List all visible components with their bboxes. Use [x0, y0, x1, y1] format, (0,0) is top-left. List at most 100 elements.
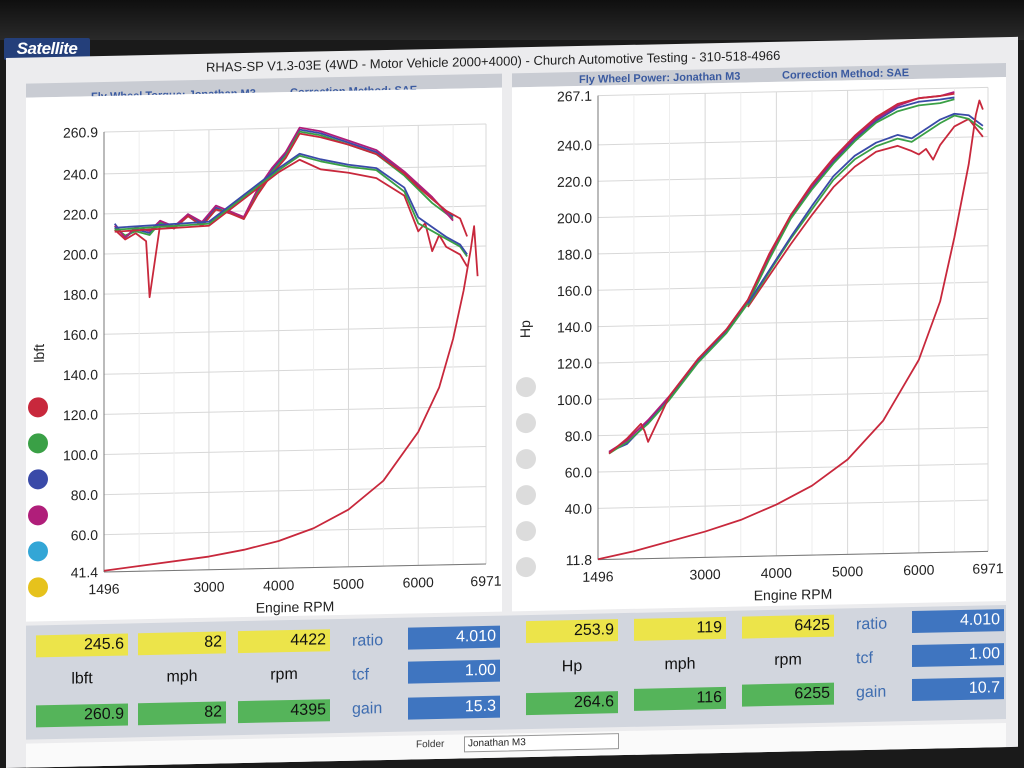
power-chart: 11.8 40.0 60.0 80.0 100.0 120.0 140.0 160.0 180.… [516, 86, 1004, 604]
right-gain-value: 10.7 [912, 677, 1004, 702]
chart0-legend-dot-0[interactable] [28, 397, 48, 418]
chart0-legend-dot-2[interactable] [28, 469, 48, 490]
chart0-ytick-label-6: 160.0 [63, 326, 98, 343]
right-peak-value-2: 119 [634, 616, 726, 641]
readout-panel: 245.6 82 4422 lbft mph rpm 260.9 82 4395… [26, 605, 1006, 740]
chart1-ytick-label-4: 100.0 [557, 391, 592, 408]
chart0-series-line-5 [114, 154, 468, 257]
chart0-hgrid-5 [104, 365, 486, 375]
folder-input[interactable]: Jonathan M3 [464, 733, 619, 753]
chart0-ytick-label-1: 60.0 [71, 527, 98, 544]
chart0-hgrid-4 [104, 405, 486, 415]
chart0-hgrid-6 [104, 325, 486, 335]
chart0-series-line-3 [114, 132, 468, 299]
chart0-ytick-label-8: 200.0 [63, 246, 98, 263]
chart0-legend-dot-3[interactable] [28, 505, 48, 526]
chart1-hgrid-10 [598, 172, 988, 182]
chart1-series-line-1 [608, 98, 955, 455]
chart1-ytick-label-9: 200.0 [557, 210, 592, 227]
chart0-x-axis [104, 563, 486, 573]
chart0-y-axis-label: lbft [31, 344, 47, 363]
right-peak-value-1: 253.9 [526, 619, 618, 644]
chart1-ytick-label-2: 60.0 [565, 464, 592, 481]
chart0-series-line-7 [103, 225, 479, 572]
left-gain-label: gain [352, 700, 383, 718]
right-tcf-value: 1.00 [912, 643, 1004, 668]
chart1-y-axis-label: Hp [517, 320, 533, 338]
monitor-bezel [0, 0, 1024, 40]
chart0-ytick-label-11: 260.9 [63, 124, 98, 141]
chart1-ytick-label-3: 80.0 [565, 428, 592, 445]
chart0-hgrid-7 [104, 285, 486, 295]
left-tcf-label: tcf [352, 666, 369, 684]
right-unit-1: Hp [561, 657, 583, 676]
left-value-1: 260.9 [36, 703, 128, 728]
chart1-x-axis [598, 550, 988, 561]
chart0-hgrid-3 [104, 445, 486, 455]
right-ratio-value: 4.010 [912, 609, 1004, 634]
chart1-x-axis-label: Engine RPM [754, 586, 833, 604]
left-tcf-value: 1.00 [408, 659, 500, 684]
chart1-hgrid-4 [598, 390, 988, 400]
chart0-ytick-label-2: 80.0 [71, 487, 98, 504]
chart0-xtick-label-4: 6000 [403, 574, 434, 591]
chart1-series-line-7 [597, 99, 984, 561]
chart0-ytick-label-7: 180.0 [63, 286, 98, 303]
chart0-hgrid-8 [104, 245, 486, 255]
chart1-legend-dot-2[interactable] [516, 449, 536, 470]
left-peak-value-3: 4422 [238, 629, 330, 654]
right-value-3: 6255 [742, 682, 834, 707]
left-peak-value-2: 82 [138, 631, 226, 656]
chart0-ytick-label-10: 240.0 [63, 166, 98, 183]
left-unit-3: rpm [270, 665, 298, 684]
brand-logo: Satellite [4, 38, 90, 60]
chart1-xtick-label-3: 5000 [832, 563, 863, 580]
chart1-legend-dot-4[interactable] [516, 521, 536, 542]
chart1-hgrid-6 [598, 317, 988, 328]
chart0-legend-dot-4[interactable] [28, 541, 48, 562]
chart1-ytick-label-1: 40.0 [565, 500, 592, 517]
left-value-3: 4395 [238, 699, 330, 724]
chart1-ytick-label-0: 11.8 [566, 552, 592, 569]
chart1-ytick-label-12: 267.1 [557, 88, 592, 105]
chart1-legend-dot-3[interactable] [516, 485, 536, 506]
left-peak-value-1: 245.6 [36, 633, 128, 658]
chart0-ytick-label-0: 41.4 [71, 564, 98, 581]
chart1-legend-dot-5[interactable] [516, 557, 536, 578]
chart0-series-line-4 [114, 158, 468, 267]
chart1-hgrid-11 [598, 136, 988, 146]
chart0-ytick-label-4: 120.0 [63, 407, 98, 424]
right-ratio-label: ratio [856, 615, 888, 634]
torque-chart: 41.4 60.0 80.0 100.0 120.0 140.0 160.0 180.0 200… [28, 123, 502, 616]
chart0-x-axis-label: Engine RPM [256, 598, 335, 616]
right-tcf-label: tcf [856, 649, 873, 668]
right-value-2: 116 [634, 686, 726, 711]
chart0-hgrid-10 [104, 165, 486, 175]
right-peak-value-3: 6425 [742, 614, 834, 639]
chart0-hgrid-1 [104, 526, 486, 536]
chart1-series-line-3 [608, 92, 955, 455]
right-value-1: 264.6 [526, 691, 618, 716]
chart0-xtick-label-5: 6971 [470, 573, 501, 590]
chart1-ytick-label-10: 220.0 [557, 173, 592, 190]
chart0-series-line-6 [114, 152, 468, 255]
dyno-screen: RHAS-SP V1.3-03E (4WD - Motor Vehicle 20… [6, 36, 1018, 768]
chart0-xtick-label-0: 1496 [88, 581, 119, 598]
chart1-xtick-label-0: 1496 [582, 568, 613, 585]
chart1-series-line-6 [747, 112, 984, 304]
chart1-legend-dot-1[interactable] [516, 413, 536, 434]
chart0-hgrid-11 [104, 123, 486, 133]
chart1-series-line-5 [747, 114, 984, 306]
chart0-xtick-label-1: 3000 [193, 578, 224, 595]
chart0-legend-dot-1[interactable] [28, 433, 48, 454]
chart1-xtick-label-5: 6971 [972, 560, 1003, 577]
chart1-hgrid-5 [598, 354, 988, 364]
chart1-ytick-label-6: 140.0 [557, 319, 592, 336]
chart1-hgrid-8 [598, 245, 988, 255]
chart1-ytick-label-7: 160.0 [557, 282, 592, 299]
chart1-series-line-0 [608, 96, 955, 453]
chart1-legend-dot-0[interactable] [516, 377, 536, 398]
right-gain-label: gain [856, 683, 887, 702]
chart0-legend-dot-5[interactable] [28, 577, 48, 598]
chart1-xtick-label-4: 6000 [903, 562, 934, 579]
